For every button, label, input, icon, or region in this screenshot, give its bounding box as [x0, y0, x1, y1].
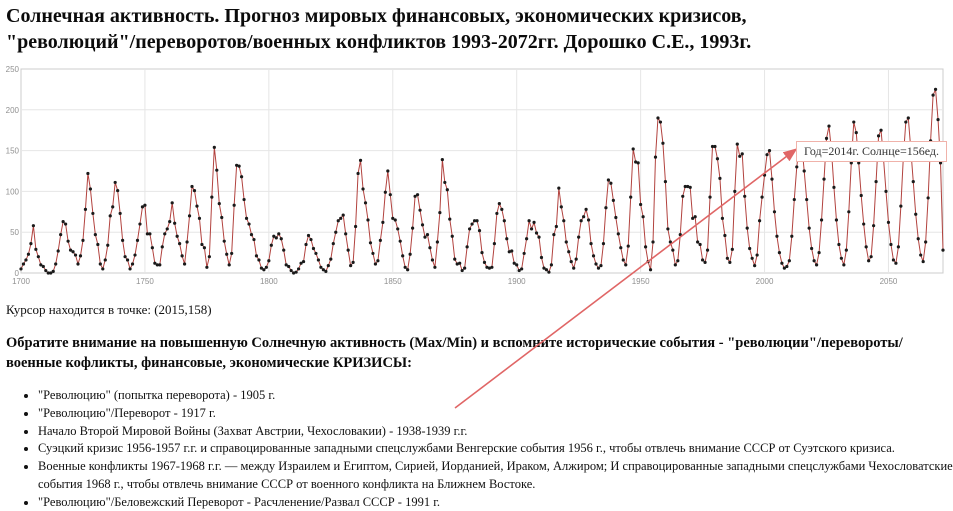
event-item: "Революцию" (попытка переворота) - 1905 … — [38, 387, 953, 405]
event-item: "Революцию"/Беловежский Переворот - Расч… — [38, 494, 953, 511]
event-item: Начало Второй Мировой Войны (Захват Авст… — [38, 423, 953, 441]
svg-text:1800: 1800 — [260, 277, 278, 286]
svg-text:100: 100 — [6, 187, 20, 196]
svg-text:0: 0 — [15, 269, 20, 278]
svg-text:1950: 1950 — [632, 277, 650, 286]
svg-text:1750: 1750 — [136, 277, 154, 286]
svg-text:2050: 2050 — [880, 277, 898, 286]
event-item: "Революцию"/Переворот - 1917 г. — [38, 405, 953, 423]
chart-container: 0 50 100 150 200 250 1700 1750 1800 1850 1900 1950 2… — [5, 63, 949, 288]
page: Солнечная активность. Прогноз мировых фи… — [0, 0, 953, 486]
cursor-status: Курсор находится в точке: (2015,158) — [6, 302, 212, 317]
svg-text:1700: 1700 — [12, 277, 30, 286]
page-title-line2: "революций"/переворотов/военных конфликт… — [6, 31, 752, 53]
svg-text:1850: 1850 — [384, 277, 402, 286]
svg-text:1900: 1900 — [508, 277, 526, 286]
svg-text:2000: 2000 — [756, 277, 774, 286]
event-item: Суэцкий кризис 1956-1957 г.г. и справоци… — [38, 440, 953, 458]
page-title-line1: Солнечная активность. Прогноз мировых фи… — [6, 5, 747, 27]
svg-text:200: 200 — [6, 106, 20, 115]
svg-text:150: 150 — [6, 147, 20, 156]
svg-text:50: 50 — [10, 228, 19, 237]
chart-annotation-label: Год=2014г. Солнце=156ед. — [795, 141, 947, 162]
notice-text: Обратите внимание на повышенную Солнечну… — [6, 335, 903, 371]
event-item: Военные конфликты 1967-1968 г.г. — между… — [38, 458, 953, 494]
page-title: Солнечная активность. Прогноз мировых фи… — [0, 0, 953, 55]
svg-text:250: 250 — [6, 65, 20, 74]
solar-activity-chart[interactable]: 0 50 100 150 200 250 1700 1750 1800 1850 1900 1950 2… — [5, 63, 949, 288]
events-list: "Революцию" (попытка переворота) - 1905 … — [0, 387, 953, 511]
